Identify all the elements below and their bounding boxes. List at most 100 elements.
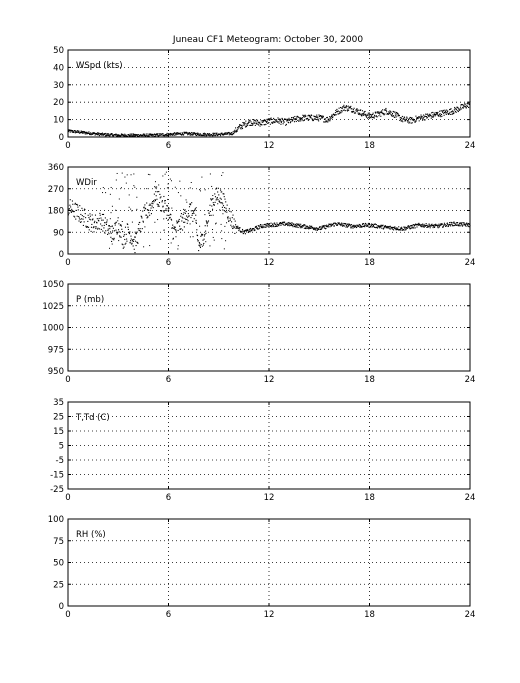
wdir-data-point	[366, 225, 368, 227]
wdir-data-point	[335, 223, 337, 225]
wspd-data-point	[205, 133, 207, 135]
wspd-data-point	[281, 117, 283, 119]
wdir-data-point	[467, 225, 469, 228]
wspd-data-point	[334, 112, 336, 114]
wdir-data-point	[173, 227, 175, 230]
wdir-data-point	[209, 245, 211, 247]
wspd-data-point	[395, 116, 397, 118]
wdir-data-point	[111, 243, 113, 245]
wdir-data-point	[175, 229, 177, 231]
wdir-data-point	[219, 209, 221, 211]
wspd-data-point	[420, 117, 422, 119]
wdir-data-point	[226, 216, 229, 218]
wspd-data-point	[400, 117, 402, 119]
wspd-data-point	[389, 110, 391, 112]
wdir-data-point	[111, 238, 113, 240]
wdir-data-point	[174, 226, 176, 228]
wdir-data-point	[347, 223, 349, 226]
wspd-data-point	[449, 108, 451, 110]
wspd-data-point	[353, 110, 355, 112]
wspd-data-point	[137, 135, 139, 137]
wspd-data-point	[77, 130, 79, 132]
wdir-data-point	[267, 223, 270, 225]
wdir-y-tick-label: 90	[53, 228, 64, 238]
wspd-data-point	[285, 118, 287, 120]
wdir-data-point	[372, 224, 375, 227]
wdir-data-point	[134, 236, 136, 238]
wspd-data-point	[369, 116, 371, 118]
figure-title: Juneau CF1 Meteogram: October 30, 2000	[172, 35, 363, 45]
wdir-data-point	[189, 203, 191, 205]
wspd-data-point	[115, 134, 117, 136]
wdir-data-point	[159, 193, 161, 195]
wspd-data-point	[235, 130, 237, 132]
wdir-data-point	[195, 214, 197, 216]
wdir-data-point	[102, 219, 104, 221]
wspd-data-point	[175, 133, 177, 135]
wspd-data-point	[337, 110, 339, 112]
wdir-data-point	[154, 221, 156, 223]
wdir-data-point	[128, 194, 130, 196]
rel-humidity-y-tick-label: 0	[59, 602, 64, 612]
wdir-data-point	[413, 225, 416, 227]
wdir-data-point	[364, 226, 366, 228]
wdir-data-point	[466, 224, 469, 226]
wdir-data-point	[234, 232, 236, 234]
wspd-data-point	[322, 115, 324, 117]
wspd-data-point	[433, 112, 435, 114]
wspd-data-point	[410, 122, 412, 124]
wspd-data-point	[216, 134, 218, 136]
wspd-data-point	[418, 120, 420, 122]
wdir-data-point	[105, 192, 107, 194]
wdir-data-point	[167, 183, 169, 185]
wdir-data-point	[99, 214, 101, 216]
wspd-data-point	[303, 119, 305, 121]
wspd-data-point	[252, 124, 254, 126]
wspd-data-point	[357, 109, 359, 111]
wdir-data-point	[147, 215, 149, 217]
rel-humidity-x-tick-label: 18	[364, 610, 375, 620]
wdir-data-point	[287, 222, 289, 224]
wdir-data-point	[201, 245, 203, 247]
wdir-data-point	[186, 201, 188, 203]
wspd-data-point	[424, 115, 426, 117]
wdir-data-point	[264, 226, 266, 228]
wdir-data-point	[69, 199, 71, 201]
wspd-data-point	[169, 134, 171, 136]
wdir-data-point	[434, 224, 436, 226]
wspd-data-point	[197, 132, 199, 134]
wspd-data-point	[330, 117, 332, 119]
wspd-data-point	[436, 114, 438, 116]
wdir-data-point	[207, 210, 209, 212]
wspd-data-point	[111, 134, 113, 136]
wdir-data-point	[223, 196, 225, 198]
wspd-data-point	[408, 118, 410, 120]
wspd-data-point	[159, 134, 161, 136]
wspd-data-point	[282, 123, 284, 125]
wspd-data-point	[397, 113, 399, 115]
wspd-data-point	[238, 125, 240, 128]
wdir-data-point	[330, 223, 332, 225]
wdir-data-point	[321, 227, 323, 229]
wspd-data-point	[197, 133, 199, 135]
wdir-data-point	[221, 206, 223, 208]
wdir-data-point	[145, 214, 147, 216]
wdir-data-point	[303, 224, 305, 226]
wdir-data-point	[356, 226, 358, 228]
wspd-data-point	[228, 131, 230, 134]
wdir-data-point	[170, 218, 172, 220]
wspd-data-point	[124, 135, 126, 137]
wdir-data-point	[68, 208, 71, 210]
wdir-data-point	[447, 225, 450, 227]
wdir-data-point	[136, 196, 138, 198]
wspd-data-point	[387, 113, 390, 115]
wdir-data-point	[407, 226, 409, 228]
wdir-data-point	[129, 241, 131, 243]
wspd-data-point	[438, 114, 440, 116]
wspd-data-point	[325, 118, 327, 120]
wspd-data-point	[149, 133, 151, 135]
wspd-data-point	[140, 134, 142, 136]
wdir-data-point	[148, 204, 150, 206]
wdir-data-point	[154, 199, 156, 201]
wdir-data-point	[327, 226, 329, 228]
